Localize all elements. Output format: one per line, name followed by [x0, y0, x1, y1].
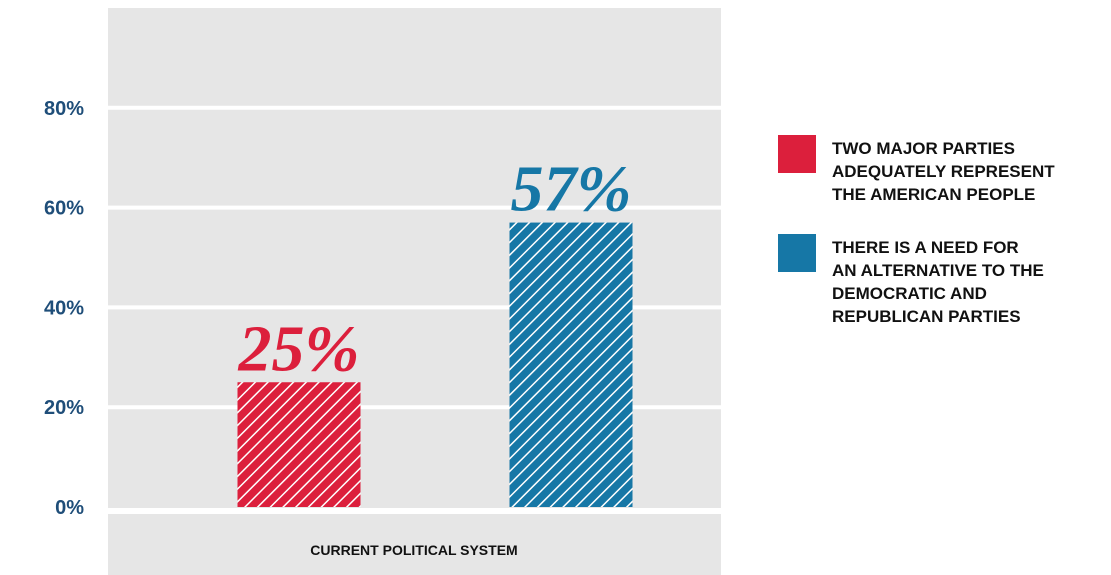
- data-label-series-1: 25%: [238, 312, 360, 385]
- legend: TWO MAJOR PARTIES ADEQUATELY REPRESENT T…: [778, 133, 1108, 354]
- bar-series-2: [509, 222, 633, 507]
- y-tick-label: 20%: [44, 397, 84, 419]
- y-tick-label: 60%: [44, 198, 84, 220]
- legend-label-alternative: THERE IS A NEED FOR AN ALTERNATIVE TO TH…: [832, 238, 1044, 326]
- y-tick-label: 80%: [44, 98, 84, 120]
- legend-item-two-parties: TWO MAJOR PARTIES ADEQUATELY REPRESENT T…: [778, 133, 1108, 206]
- category-band: [108, 514, 721, 575]
- legend-swatch-red: [778, 135, 816, 173]
- legend-item-alternative: THERE IS A NEED FOR AN ALTERNATIVE TO TH…: [778, 232, 1108, 328]
- y-tick-label: 40%: [44, 297, 84, 319]
- data-label-series-2: 57%: [511, 153, 632, 226]
- y-tick-label: 0%: [55, 497, 84, 519]
- legend-label-two-parties: TWO MAJOR PARTIES ADEQUATELY REPRESENT T…: [832, 139, 1055, 204]
- x-category-label: CURRENT POLITICAL SYSTEM: [310, 542, 517, 558]
- legend-swatch-blue: [778, 234, 816, 272]
- bar-series-1: [237, 382, 361, 507]
